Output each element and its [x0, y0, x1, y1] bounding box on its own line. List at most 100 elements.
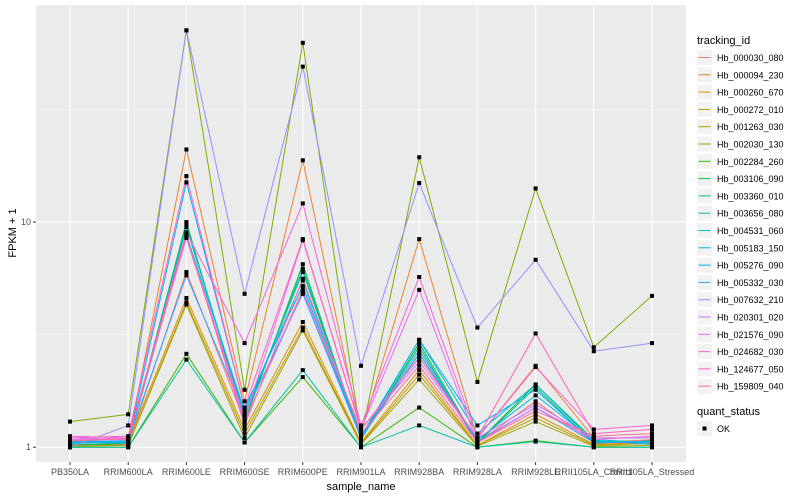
legend-label: Hb_003360_010 [717, 191, 784, 201]
legend-label: Hb_000030_080 [717, 53, 784, 63]
legend: Hb_000030_080 Hb_000094_230 Hb_000260_670 H… [697, 50, 784, 394]
legend-label: Hb_021576_090 [717, 330, 784, 340]
data-point [184, 302, 189, 307]
data-point [68, 438, 72, 443]
data-point [242, 435, 247, 440]
data-point [533, 393, 538, 398]
x-tick-label: RRIM928LE [511, 467, 560, 477]
data-point [533, 331, 538, 336]
data-point [359, 363, 363, 368]
data-point [591, 445, 596, 450]
data-point [300, 368, 305, 373]
legend-item: Hb_004531_060 [697, 223, 784, 238]
legend-label: Hb_000094_230 [717, 70, 784, 80]
data-point [300, 289, 305, 294]
data-point [184, 28, 189, 33]
data-point [359, 427, 363, 432]
data-point [417, 287, 422, 292]
legend-item: Hb_005183_150 [697, 240, 784, 256]
data-point [650, 440, 654, 445]
data-point [417, 341, 422, 346]
data-point [475, 379, 480, 384]
data-point [242, 431, 247, 436]
data-point [68, 445, 72, 450]
x-tick-label: RRII105LA_Stressed [610, 467, 695, 477]
data-point [126, 445, 131, 450]
data-point [591, 431, 596, 436]
legend-label: Hb_005183_150 [717, 243, 784, 253]
data-point [591, 434, 596, 439]
data-point [533, 385, 538, 390]
legend-item: Hb_000030_080 [697, 50, 784, 65]
data-point [184, 180, 189, 185]
data-point [300, 270, 305, 275]
x-tick-label: RRIM901LA [336, 467, 385, 477]
x-axis-title: sample_name [326, 481, 395, 493]
data-point [242, 412, 247, 417]
legend-label: Hb_000272_010 [717, 105, 784, 115]
data-point [591, 427, 596, 432]
data-point [533, 257, 538, 262]
data-point [242, 387, 247, 392]
ok-point-icon [702, 426, 707, 431]
y-axis-title: FPKM + 1 [7, 208, 19, 257]
data-point [591, 440, 596, 445]
data-point [417, 351, 422, 356]
data-point [417, 348, 422, 353]
data-point [184, 147, 189, 152]
data-point [300, 158, 305, 163]
legend-label: Hb_003106_090 [717, 174, 784, 184]
data-point [242, 399, 247, 404]
data-point [533, 412, 538, 417]
data-point [650, 445, 654, 450]
x-tick-label: RRIM600PE [278, 467, 328, 477]
data-point [591, 349, 596, 354]
data-point [650, 293, 654, 298]
data-point [417, 405, 422, 410]
data-point [184, 225, 189, 230]
data-point [533, 186, 538, 191]
data-point [300, 262, 305, 267]
data-point [475, 435, 480, 440]
data-point [184, 351, 189, 356]
x-axis: PB350LA RRIM600LA RRIM600LE RRIM600SE RRIM60… [51, 462, 694, 477]
data-point [184, 222, 189, 227]
data-point [417, 359, 422, 364]
data-point [184, 273, 189, 278]
data-point [417, 363, 422, 368]
legend-item: Hb_000260_670 [697, 84, 784, 100]
legend-label: Hb_002030_130 [717, 140, 784, 150]
legend-label: Hb_005332_030 [717, 278, 784, 288]
data-point [591, 345, 596, 350]
data-point [475, 445, 480, 450]
data-point [126, 436, 131, 441]
legend-item: Hb_002284_260 [697, 153, 784, 169]
legend-label: Hb_007632_210 [717, 295, 784, 305]
data-point [417, 337, 422, 342]
data-point [533, 382, 538, 387]
legend-item: Hb_003360_010 [697, 188, 784, 204]
y-tick-label: 1 [26, 442, 31, 452]
data-point [650, 423, 654, 428]
data-point [300, 375, 305, 380]
legend-label: Hb_020301_020 [717, 313, 784, 323]
shape-legend-label: OK [717, 424, 730, 434]
shape-legend-title: quant_status [697, 406, 760, 418]
data-point [242, 419, 247, 424]
x-tick-label: PB350LA [51, 467, 89, 477]
data-point [591, 437, 596, 442]
data-point [242, 440, 247, 445]
data-point [475, 431, 480, 436]
legend-label: Hb_000260_670 [717, 88, 784, 98]
data-point [475, 325, 480, 330]
legend-item: Hb_001263_030 [697, 119, 784, 135]
x-tick-label: RRIM600SE [220, 467, 270, 477]
legend-label: Hb_024682_030 [717, 347, 784, 357]
data-point [417, 423, 422, 428]
data-point [300, 319, 305, 324]
legend-label: Hb_002284_260 [717, 157, 784, 167]
legend-item: Hb_020301_020 [697, 309, 784, 325]
data-point [417, 181, 422, 186]
legend-item: Hb_000272_010 [697, 101, 784, 117]
data-point [242, 341, 247, 346]
